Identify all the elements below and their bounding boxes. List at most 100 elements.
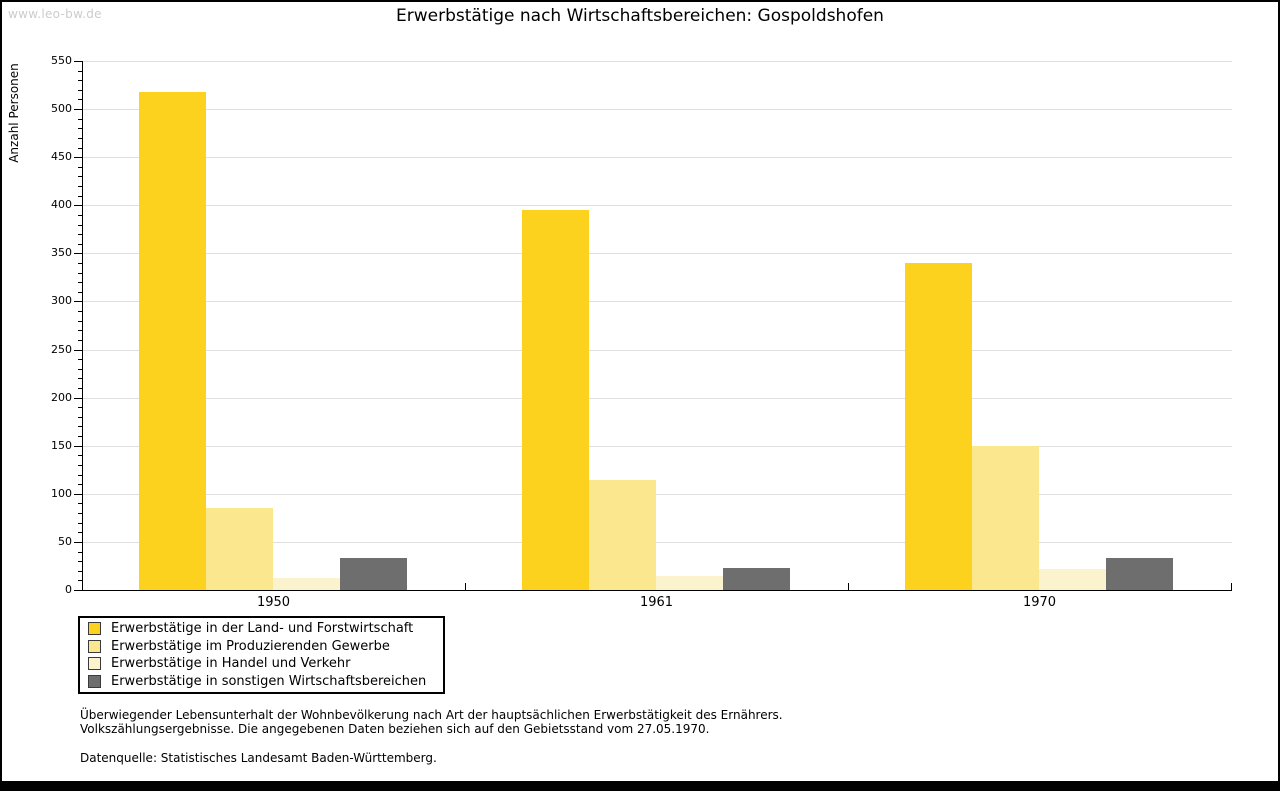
legend-item: Erwerbstätige in Handel und Verkehr: [88, 656, 435, 671]
y-axis-minor-tick: [78, 503, 82, 505]
y-axis-minor-tick: [78, 118, 82, 120]
y-axis-minor-tick: [78, 147, 82, 149]
y-axis-tick: [74, 541, 82, 543]
y-axis-minor-tick: [78, 522, 82, 524]
watermark: www.leo-bw.de: [8, 7, 102, 21]
gridline-50: [83, 541, 1232, 543]
y-axis-minor-tick: [78, 99, 82, 101]
legend-swatch-2: [88, 639, 101, 653]
y-axis-minor-tick: [78, 513, 82, 515]
x-axis-label: 1970: [1022, 595, 1057, 610]
y-axis-minor-tick: [78, 436, 82, 438]
y-axis-minor-tick: [78, 426, 82, 428]
bar-1950-series2: [206, 508, 273, 590]
gridline-450: [83, 157, 1232, 159]
bar-1950-series1: [139, 91, 206, 590]
y-tick-label: 200: [51, 390, 72, 404]
x-axis-tick: [1231, 583, 1232, 590]
x-axis-tick: [465, 583, 466, 590]
data-source: Datenquelle: Statistisches Landesamt Bad…: [80, 751, 437, 765]
y-axis-minor-tick: [78, 407, 82, 409]
y-axis-minor-tick: [78, 243, 82, 245]
y-axis-minor-tick: [78, 330, 82, 332]
y-axis-minor-tick: [78, 291, 82, 293]
y-tick-label: 550: [51, 54, 72, 67]
y-axis-minor-tick: [78, 388, 82, 390]
y-tick-label: 300: [51, 294, 72, 308]
y-axis-tick: [74, 301, 82, 303]
y-axis-minor-tick: [78, 128, 82, 130]
y-axis-minor-tick: [78, 359, 82, 361]
gridline-150: [83, 445, 1232, 447]
x-axis-tick: [848, 583, 849, 590]
y-tick-label: 50: [58, 534, 72, 548]
y-axis-tick: [74, 590, 82, 591]
y-axis-minor-tick: [78, 311, 82, 313]
bar-1970-series4: [1106, 558, 1173, 590]
plot-area: [82, 61, 1232, 591]
y-axis-tick: [74, 493, 82, 495]
legend-label: Erwerbstätige in Handel und Verkehr: [111, 656, 351, 672]
gridline-500: [83, 109, 1232, 111]
y-axis-minor-tick: [78, 262, 82, 264]
y-axis-minor-tick: [78, 474, 82, 476]
bar-1961-series2: [589, 480, 656, 590]
y-axis-minor-tick: [78, 186, 82, 188]
y-axis-minor-tick: [78, 224, 82, 226]
y-axis-minor-tick: [78, 378, 82, 380]
y-tick-label: 250: [51, 342, 72, 356]
y-axis-minor-tick: [78, 176, 82, 178]
y-axis-minor-tick: [78, 70, 82, 72]
bottom-border-bar: [2, 781, 1278, 789]
y-tick-label: 450: [51, 150, 72, 164]
legend-swatch-3: [88, 657, 101, 671]
legend-item: Erwerbstätige in der Land- und Forstwirt…: [88, 621, 435, 636]
gridline-550: [83, 61, 1232, 62]
footnote-line1: Überwiegender Lebensunterhalt der Wohnbe…: [80, 708, 783, 722]
y-axis-tick: [74, 349, 82, 351]
y-axis-tick: [74, 61, 82, 62]
footnote: Überwiegender Lebensunterhalt der Wohnbe…: [80, 708, 783, 765]
legend: Erwerbstätige in der Land- und Forstwirt…: [78, 616, 445, 694]
y-tick-label: 0: [65, 583, 72, 596]
y-axis-minor-tick: [78, 464, 82, 466]
legend-swatch-1: [88, 622, 101, 636]
y-axis-tick: [74, 157, 82, 159]
y-axis-minor-tick: [78, 80, 82, 82]
x-axis-label: 1961: [639, 595, 674, 610]
y-axis-minor-tick: [78, 455, 82, 457]
y-axis-minor-tick: [78, 339, 82, 341]
chart-title: Erwerbstätige nach Wirtschaftsbereichen:…: [396, 6, 884, 26]
footnote-line2: Volkszählungsergebnisse. Die angegebenen…: [80, 722, 710, 736]
y-axis-minor-tick: [78, 561, 82, 563]
legend-swatch-4: [88, 674, 101, 688]
y-axis-minor-tick: [78, 551, 82, 553]
y-axis-minor-tick: [78, 137, 82, 139]
y-tick-label: 500: [51, 102, 72, 116]
bar-1961-series3: [656, 575, 723, 590]
y-axis-minor-tick: [78, 282, 82, 284]
legend-item: Erwerbstätige in sonstigen Wirtschaftsbe…: [88, 674, 435, 689]
y-axis-tick: [74, 109, 82, 111]
y-axis-minor-tick: [78, 234, 82, 236]
y-axis-minor-tick: [78, 532, 82, 534]
legend-item: Erwerbstätige im Produzierenden Gewerbe: [88, 639, 435, 654]
gridline-400: [83, 205, 1232, 207]
y-axis-tick: [74, 205, 82, 207]
bar-1961-series1: [522, 210, 589, 590]
y-tick-label: 350: [51, 246, 72, 260]
bar-1950-series3: [273, 578, 340, 590]
y-axis-minor-tick: [78, 484, 82, 486]
y-axis-minor-tick: [78, 570, 82, 572]
bar-1970-series2: [972, 445, 1039, 590]
y-axis-minor-tick: [78, 272, 82, 274]
y-axis-tick: [74, 445, 82, 447]
gridline-200: [83, 397, 1232, 399]
legend-label: Erwerbstätige in sonstigen Wirtschaftsbe…: [111, 673, 427, 689]
legend-label: Erwerbstätige im Produzierenden Gewerbe: [111, 638, 390, 654]
bar-1970-series1: [905, 262, 972, 590]
y-tick-label: 100: [51, 486, 72, 500]
y-axis-tick: [74, 253, 82, 255]
gridline-250: [83, 349, 1232, 351]
